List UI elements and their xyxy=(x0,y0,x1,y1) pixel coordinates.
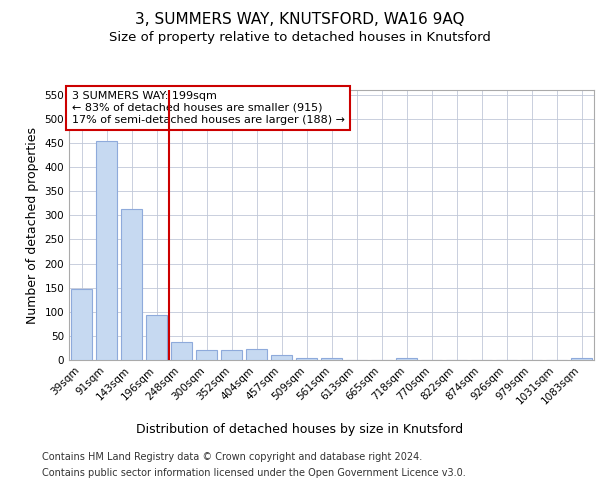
Text: Distribution of detached houses by size in Knutsford: Distribution of detached houses by size … xyxy=(136,422,464,436)
Bar xyxy=(571,358,592,360)
Bar xyxy=(246,350,267,360)
Text: Size of property relative to detached houses in Knutsford: Size of property relative to detached ho… xyxy=(109,31,491,44)
Text: 3 SUMMERS WAY: 199sqm
← 83% of detached houses are smaller (915)
17% of semi-det: 3 SUMMERS WAY: 199sqm ← 83% of detached … xyxy=(71,92,344,124)
Bar xyxy=(321,358,342,360)
Text: Contains public sector information licensed under the Open Government Licence v3: Contains public sector information licen… xyxy=(42,468,466,477)
Bar xyxy=(221,350,242,360)
Y-axis label: Number of detached properties: Number of detached properties xyxy=(26,126,39,324)
Bar xyxy=(196,350,217,360)
Bar xyxy=(121,209,142,360)
Bar xyxy=(296,358,317,360)
Text: 3, SUMMERS WAY, KNUTSFORD, WA16 9AQ: 3, SUMMERS WAY, KNUTSFORD, WA16 9AQ xyxy=(135,12,465,28)
Text: Contains HM Land Registry data © Crown copyright and database right 2024.: Contains HM Land Registry data © Crown c… xyxy=(42,452,422,462)
Bar xyxy=(396,358,417,360)
Bar xyxy=(146,315,167,360)
Bar xyxy=(96,140,117,360)
Bar xyxy=(71,288,92,360)
Bar xyxy=(171,342,192,360)
Bar xyxy=(271,355,292,360)
